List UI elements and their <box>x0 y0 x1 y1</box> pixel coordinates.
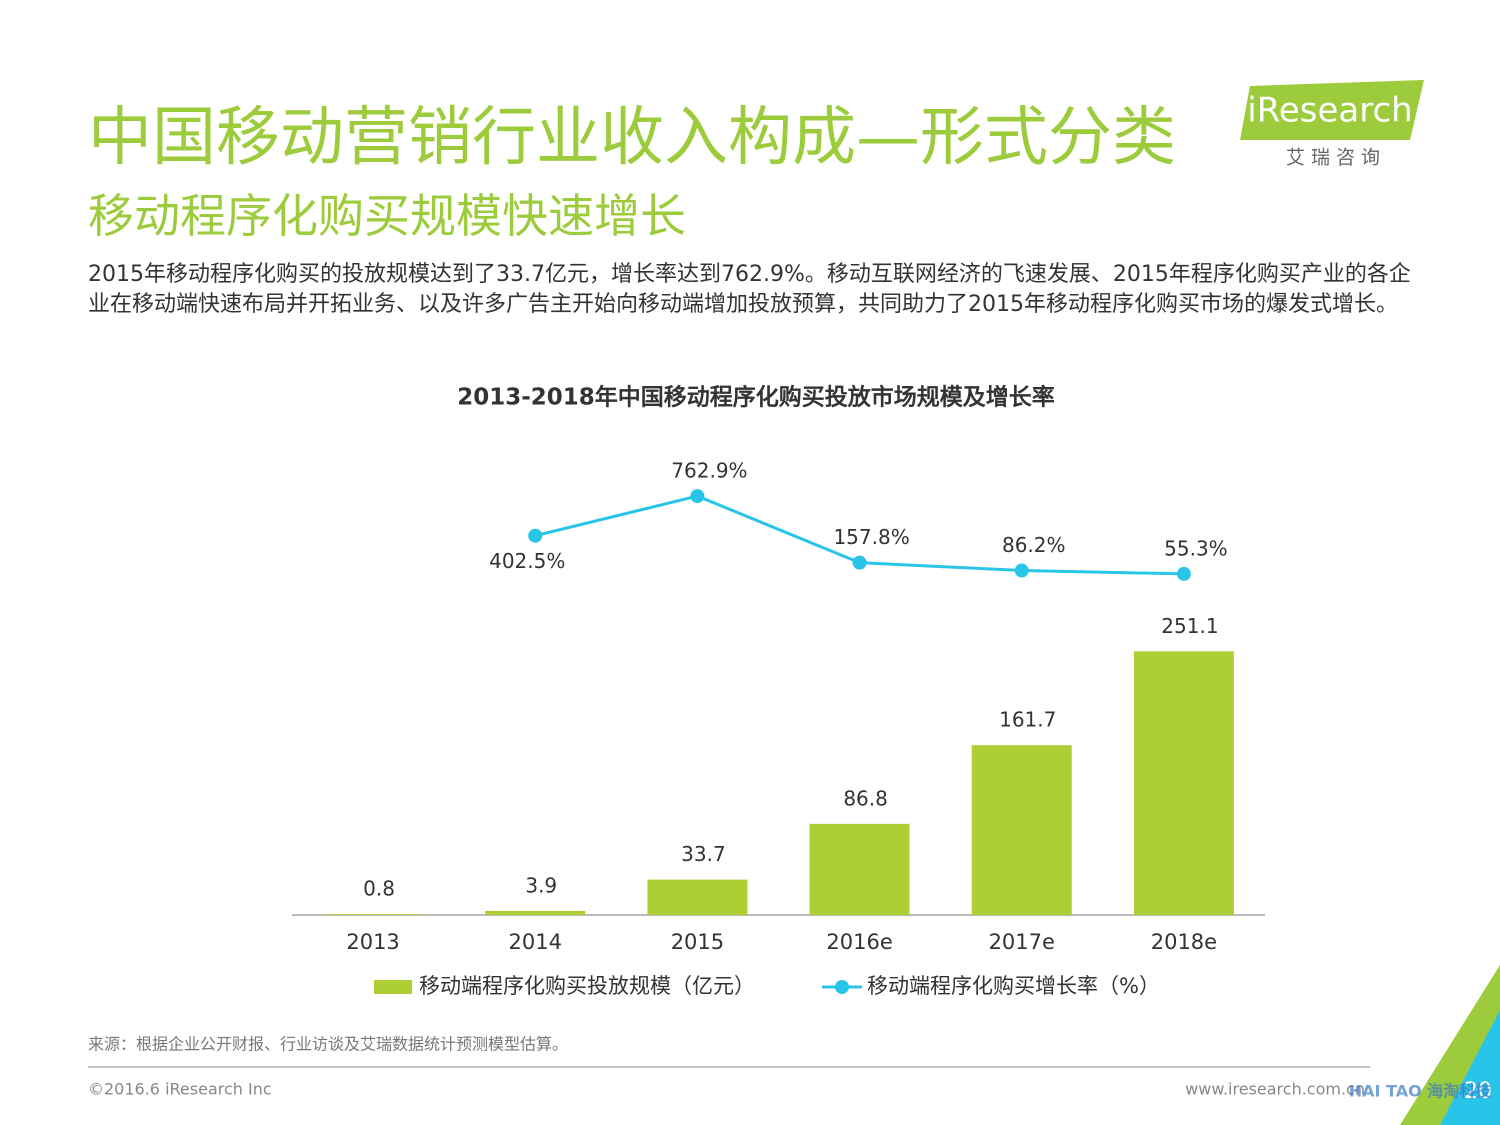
data-label: 86.2% <box>1002 533 1066 557</box>
legend-swatch <box>835 980 849 994</box>
point <box>1176 566 1191 581</box>
bar <box>809 823 910 915</box>
data-label: 251.1 <box>1161 614 1218 638</box>
subtitle: 移动程序化购买规模快速增长 <box>88 189 686 243</box>
data-label: 33.7 <box>681 842 726 866</box>
logo: iResearch <box>1247 91 1412 131</box>
paragraph: 2015年移动程序化购买的投放规模达到了33.7亿元，增长率达到762.9%。移… <box>88 262 1411 317</box>
point <box>852 555 867 570</box>
data-label: 161.7 <box>999 708 1056 732</box>
x-tick-label: 2015 <box>671 930 724 954</box>
data-label: 402.5% <box>489 549 565 573</box>
data-label: 762.9% <box>671 459 747 483</box>
data-label: 55.3% <box>1164 536 1228 560</box>
bar <box>323 914 424 915</box>
title: 中国移动营销行业收入构成—形式分类 <box>88 101 1176 175</box>
watermark: HAI TAO 海淘科技 <box>1349 1082 1493 1101</box>
bar <box>485 910 586 915</box>
x-tick-label: 2017e <box>989 930 1055 954</box>
logo-bg <box>1240 80 1424 140</box>
data-label: 86.8 <box>843 786 888 810</box>
x-tick-label: 2014 <box>509 930 562 954</box>
data-label: 3.9 <box>525 873 557 897</box>
copyright: ©2016.6 iResearch Inc <box>88 1080 272 1099</box>
bar <box>1133 651 1234 915</box>
bar <box>647 879 748 915</box>
logo-cn: 艾 瑞 咨 询 <box>1286 147 1380 169</box>
legend-label: 移动端程序化购买增长率（%） <box>867 974 1160 998</box>
bar <box>971 745 1072 915</box>
data-label: 0.8 <box>363 877 395 901</box>
point <box>690 489 705 504</box>
chart-title: 2013-2018年中国移动程序化购买投放市场规模及增长率 <box>457 384 1055 411</box>
url: www.iresearch.com.cn <box>1185 1080 1365 1099</box>
x-tick-label: 2018e <box>1151 930 1217 954</box>
legend-label: 移动端程序化购买投放规模（亿元） <box>419 974 755 998</box>
legend-swatch <box>374 980 412 994</box>
corner-deco <box>1440 1010 1500 1125</box>
x-tick-label: 2013 <box>346 930 399 954</box>
point <box>528 528 543 543</box>
point <box>1014 563 1029 578</box>
data-label: 157.8% <box>833 525 909 549</box>
source: 来源：根据企业公开财报、行业访谈及艾瑞数据统计预测模型估算。 <box>88 1035 568 1054</box>
x-tick-label: 2016e <box>826 930 892 954</box>
page-number: 20 <box>1464 1079 1492 1104</box>
